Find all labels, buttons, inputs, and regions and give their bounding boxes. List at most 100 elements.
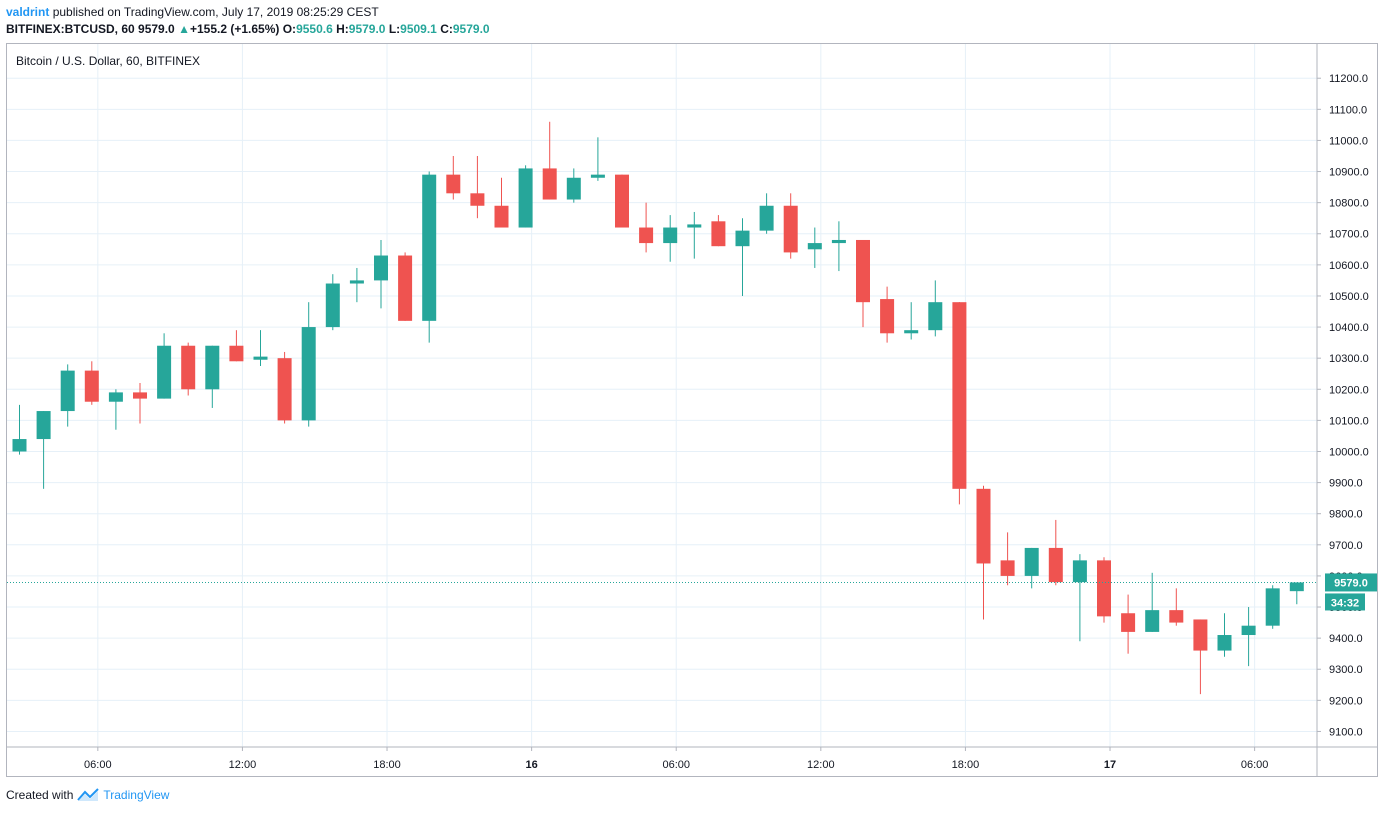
up-arrow-icon: ▲ xyxy=(178,22,190,36)
price-tick-label: 10900.0 xyxy=(1329,167,1369,179)
candle-body xyxy=(253,356,268,360)
candle-up xyxy=(301,302,316,427)
candle-down xyxy=(277,351,292,424)
candle-body xyxy=(735,230,750,247)
candle-body xyxy=(1097,560,1111,617)
countdown-label: 34:32 xyxy=(1331,597,1359,609)
low-value: 9509.1 xyxy=(400,22,437,36)
candle-body xyxy=(831,239,846,244)
candle-up xyxy=(1072,554,1087,642)
candle-body xyxy=(1265,588,1280,626)
price-tick-label: 10300.0 xyxy=(1329,353,1369,365)
candle-up xyxy=(36,411,51,489)
candle-body xyxy=(446,174,461,194)
change-value: +155.2 (+1.65%) xyxy=(189,22,280,36)
price-axis[interactable]: 9100.09200.09300.09400.09500.09600.09700… xyxy=(1317,73,1369,738)
candle-up xyxy=(12,404,27,455)
low-label: L: xyxy=(388,22,401,36)
candle-body xyxy=(615,174,629,228)
candle-down xyxy=(1193,619,1208,695)
candle-down xyxy=(181,342,196,396)
candles xyxy=(12,121,1304,695)
candle-body xyxy=(398,255,413,321)
close-value: 9579.0 xyxy=(452,22,490,36)
published-text: published on TradingView.com, July 17, 2… xyxy=(52,5,379,19)
price-tick-label: 10200.0 xyxy=(1329,384,1369,396)
candle-body xyxy=(1048,547,1063,583)
candle-up xyxy=(759,193,774,234)
price-tick-label: 10600.0 xyxy=(1329,260,1369,272)
price-tick-label: 10700.0 xyxy=(1329,229,1369,241)
candle-body xyxy=(1169,610,1184,623)
symbol-info-bar: BITFINEX:BTCUSD, 60 9579.0 ▲+155.2 (+1.6… xyxy=(6,22,490,36)
price-tick-label: 9700.0 xyxy=(1329,540,1363,552)
candle-down xyxy=(494,177,509,228)
last-price-tag: 9579.0 xyxy=(1325,573,1377,592)
candle-down xyxy=(1097,557,1111,623)
candle-body xyxy=(856,239,870,303)
candle-up xyxy=(349,267,364,303)
candle-down xyxy=(880,286,895,343)
price-tick-label: 9100.0 xyxy=(1329,726,1363,738)
candle-up xyxy=(687,211,702,259)
candle-body xyxy=(205,345,220,390)
candle-body xyxy=(711,221,726,247)
candle-up xyxy=(60,364,75,427)
candle-body xyxy=(301,327,316,421)
time-tick-label: 17 xyxy=(1104,759,1116,771)
open-label: O: xyxy=(282,22,297,36)
candle-body xyxy=(880,299,895,334)
candlestick-chart[interactable]: 9100.09200.09300.09400.09500.09600.09700… xyxy=(7,44,1377,776)
candle-body xyxy=(976,488,991,564)
countdown-tag: 34:32 xyxy=(1325,593,1365,611)
candle-down xyxy=(470,155,485,219)
candle-body xyxy=(1217,635,1232,651)
candle-body xyxy=(1072,560,1087,583)
candle-body xyxy=(494,205,509,228)
publish-info: valdrint published on TradingView.com, J… xyxy=(6,5,379,19)
candle-body xyxy=(60,370,75,412)
tradingview-logo-icon xyxy=(77,788,100,801)
candle-up xyxy=(831,221,846,272)
candle-up xyxy=(590,137,605,181)
candle-up xyxy=(253,330,268,366)
candle-body xyxy=(566,177,581,200)
chart-panel[interactable]: 9100.09200.09300.09400.09500.09600.09700… xyxy=(6,43,1378,777)
candle-body xyxy=(325,283,340,328)
high-value: 9579.0 xyxy=(348,22,386,36)
time-tick-label: 06:00 xyxy=(84,759,112,771)
candle-down xyxy=(952,302,967,505)
candle-body xyxy=(422,174,437,321)
price-tick-label: 10800.0 xyxy=(1329,198,1369,210)
candle-body xyxy=(783,205,798,253)
price-tick-label: 9200.0 xyxy=(1329,695,1363,707)
tradingview-brand-link[interactable]: TradingView xyxy=(103,788,170,802)
candle-body xyxy=(108,392,123,402)
price-tick-label: 10400.0 xyxy=(1329,322,1369,334)
candle-up xyxy=(904,302,919,340)
candle-body xyxy=(807,243,822,250)
candle-up xyxy=(928,280,943,337)
candle-down xyxy=(1048,519,1063,586)
candle-up xyxy=(518,165,533,228)
time-tick-label: 12:00 xyxy=(229,759,257,771)
candle-down xyxy=(856,239,870,328)
footer: Created with TradingView xyxy=(6,788,169,802)
candle-up xyxy=(735,218,750,296)
candle-body xyxy=(687,224,702,228)
candle-body xyxy=(928,302,943,331)
candle-body xyxy=(1145,610,1160,632)
candle-up xyxy=(108,389,123,430)
candle-up xyxy=(205,345,220,408)
price-tick-label: 11100.0 xyxy=(1329,104,1367,116)
author-name[interactable]: valdrint xyxy=(6,5,50,19)
candle-down xyxy=(542,121,557,200)
candle-body xyxy=(12,439,27,452)
candle-body xyxy=(542,168,557,200)
price-tick-label: 10100.0 xyxy=(1329,415,1369,427)
candle-down xyxy=(615,174,629,228)
candle-body xyxy=(157,345,172,399)
candle-body xyxy=(1241,625,1256,636)
time-axis[interactable]: 06:00 12:00 18:00 16 06:00 12:00 18:00 17 06:00 xyxy=(84,747,1268,771)
candle-body xyxy=(518,168,533,228)
